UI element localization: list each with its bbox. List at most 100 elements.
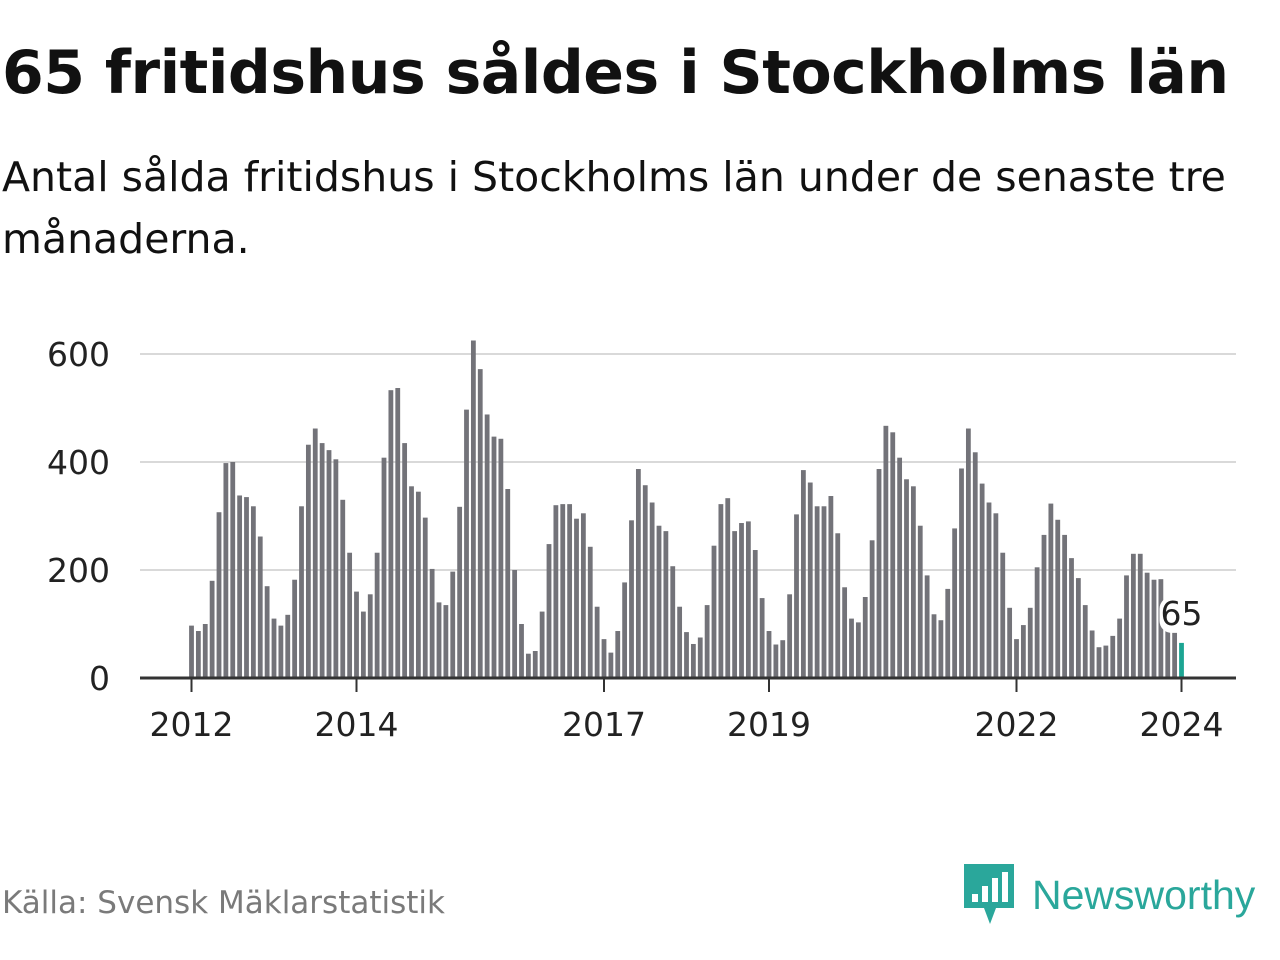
x-tick-label: 2012 xyxy=(150,705,234,744)
bar xyxy=(622,582,628,678)
bar xyxy=(910,486,916,678)
bar xyxy=(890,432,896,678)
bar xyxy=(415,491,421,678)
bar xyxy=(553,505,559,678)
bar xyxy=(347,552,353,678)
bar xyxy=(1151,579,1157,678)
brand-name: Newsworthy xyxy=(1032,871,1256,918)
bar xyxy=(422,517,428,678)
bar xyxy=(690,643,696,678)
bar xyxy=(883,425,889,678)
bar xyxy=(835,533,841,678)
bar xyxy=(326,450,332,678)
bar xyxy=(794,514,799,678)
bars xyxy=(189,340,1184,678)
bar xyxy=(1062,534,1068,678)
x-tick-label: 2024 xyxy=(1140,705,1224,744)
y-tick-label: 600 xyxy=(47,335,110,374)
bar xyxy=(917,525,923,678)
bar xyxy=(904,479,909,678)
bar xyxy=(972,452,978,678)
bar xyxy=(1124,575,1129,678)
bar xyxy=(216,512,222,678)
bar xyxy=(202,624,208,678)
bar xyxy=(807,482,813,678)
bar xyxy=(752,550,758,678)
bar xyxy=(842,587,848,678)
bar xyxy=(567,504,573,678)
bar xyxy=(1082,605,1088,678)
bar xyxy=(1014,639,1019,678)
bar xyxy=(292,579,298,678)
bar xyxy=(1007,607,1013,678)
bar xyxy=(450,571,456,678)
bar xyxy=(1048,503,1054,678)
bar xyxy=(560,504,566,678)
bar xyxy=(773,644,779,678)
bar xyxy=(945,588,951,678)
bar xyxy=(278,625,284,678)
bar xyxy=(429,568,435,678)
bar xyxy=(601,639,607,678)
bar xyxy=(855,622,861,678)
bar xyxy=(959,468,964,678)
bar xyxy=(1165,613,1171,678)
bar xyxy=(711,545,717,678)
x-tick-label: 2019 xyxy=(727,705,811,744)
bar xyxy=(271,618,277,678)
bar-highlighted xyxy=(1179,642,1184,678)
bar xyxy=(800,470,806,678)
bar xyxy=(759,598,765,678)
y-tick-label: 400 xyxy=(47,443,110,482)
bar xyxy=(381,457,387,678)
bar xyxy=(594,606,600,678)
bar xyxy=(1034,567,1040,678)
bar xyxy=(333,459,339,678)
bar xyxy=(1069,558,1074,678)
bar xyxy=(319,443,325,678)
bar xyxy=(670,566,676,678)
bar xyxy=(608,652,614,678)
bar xyxy=(388,390,394,678)
bar xyxy=(1055,519,1061,678)
bar xyxy=(464,409,469,678)
bar xyxy=(1089,630,1095,678)
bar xyxy=(1027,607,1033,678)
grid-lines xyxy=(140,353,1236,571)
bar xyxy=(697,637,703,678)
y-axis-labels: 0 200 400 600 xyxy=(47,335,110,698)
bar xyxy=(952,528,958,678)
bar xyxy=(828,496,834,678)
bar xyxy=(443,605,449,678)
brand-logo[interactable]: Newsworthy xyxy=(964,864,1255,926)
bar xyxy=(663,531,669,678)
bar xyxy=(979,483,985,678)
bar xyxy=(766,631,772,678)
x-tick-label: 2014 xyxy=(315,705,399,744)
bar xyxy=(374,552,380,678)
x-tick-label: 2022 xyxy=(975,705,1059,744)
bar xyxy=(704,605,710,678)
bar xyxy=(1172,631,1178,678)
bar xyxy=(457,506,463,678)
bar xyxy=(876,469,882,678)
bar xyxy=(1096,647,1102,678)
bar xyxy=(869,540,875,678)
bar xyxy=(931,614,937,678)
bar xyxy=(1144,572,1150,678)
last-value-callout: 65 xyxy=(1159,594,1204,633)
bar xyxy=(1137,553,1143,678)
bar xyxy=(587,546,593,678)
bar xyxy=(814,506,820,678)
x-axis-ticks: 2012 2014 2017 2019 2022 2024 xyxy=(150,678,1224,744)
bar xyxy=(787,594,793,678)
newsworthy-logo-icon xyxy=(964,864,1014,924)
bar xyxy=(862,597,868,678)
bar xyxy=(629,520,634,678)
bar xyxy=(732,531,738,678)
bar xyxy=(739,523,744,678)
bar xyxy=(491,436,497,678)
bar xyxy=(965,428,971,678)
bar xyxy=(1110,635,1116,678)
bar xyxy=(305,444,311,678)
